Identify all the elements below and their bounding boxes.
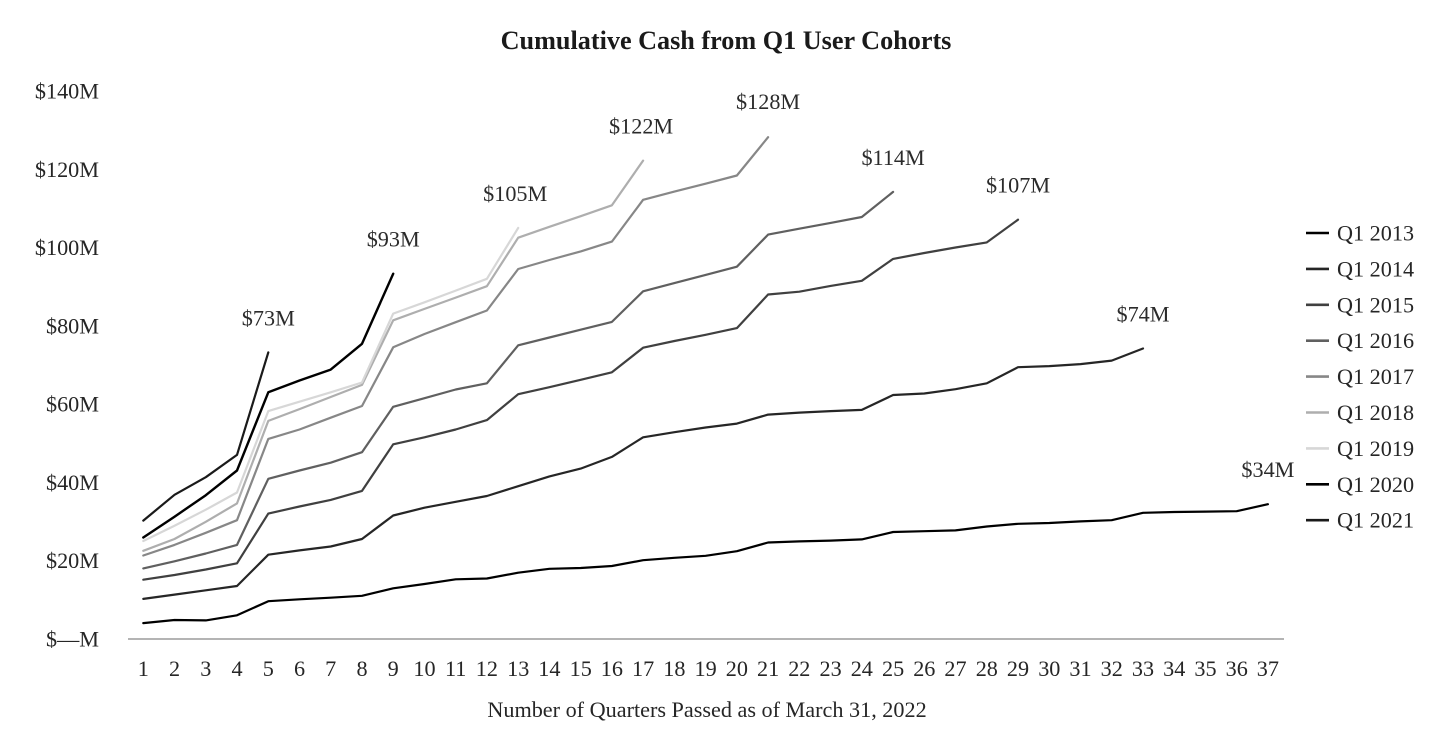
svg-text:17: 17 — [632, 656, 654, 681]
svg-text:Q1 2018: Q1 2018 — [1337, 400, 1414, 425]
svg-text:5: 5 — [263, 656, 274, 681]
svg-text:3: 3 — [200, 656, 211, 681]
svg-text:Q1 2020: Q1 2020 — [1337, 472, 1414, 497]
svg-text:$140M: $140M — [35, 79, 99, 104]
svg-text:27: 27 — [944, 656, 966, 681]
svg-text:11: 11 — [445, 656, 466, 681]
svg-text:6: 6 — [294, 656, 305, 681]
svg-text:10: 10 — [413, 656, 435, 681]
svg-text:7: 7 — [325, 656, 336, 681]
svg-text:$120M: $120M — [35, 157, 99, 182]
svg-text:4: 4 — [231, 656, 242, 681]
svg-text:22: 22 — [788, 656, 810, 681]
svg-text:Q1 2019: Q1 2019 — [1337, 436, 1414, 461]
svg-text:18: 18 — [663, 656, 685, 681]
svg-text:Number of Quarters Passed as o: Number of Quarters Passed as of March 31… — [487, 697, 926, 722]
svg-text:$34M: $34M — [1241, 457, 1294, 482]
svg-text:$60M: $60M — [46, 392, 99, 417]
svg-text:33: 33 — [1132, 656, 1154, 681]
svg-text:35: 35 — [1194, 656, 1216, 681]
svg-text:1: 1 — [138, 656, 149, 681]
svg-text:30: 30 — [1038, 656, 1060, 681]
svg-text:24: 24 — [851, 656, 873, 681]
svg-text:21: 21 — [757, 656, 779, 681]
svg-text:23: 23 — [820, 656, 842, 681]
svg-text:Q1 2014: Q1 2014 — [1337, 256, 1414, 281]
svg-text:34: 34 — [1163, 656, 1185, 681]
svg-text:Q1 2013: Q1 2013 — [1337, 221, 1414, 246]
svg-text:$—M: $—M — [46, 626, 99, 651]
svg-text:26: 26 — [913, 656, 935, 681]
svg-text:20: 20 — [726, 656, 748, 681]
svg-text:$100M: $100M — [35, 235, 99, 260]
svg-text:$80M: $80M — [46, 313, 99, 338]
svg-text:Q1 2015: Q1 2015 — [1337, 292, 1414, 317]
svg-text:29: 29 — [1007, 656, 1029, 681]
svg-text:9: 9 — [388, 656, 399, 681]
svg-text:$107M: $107M — [986, 173, 1050, 198]
svg-text:$73M: $73M — [242, 305, 295, 330]
svg-text:Q1 2017: Q1 2017 — [1337, 364, 1414, 389]
svg-text:12: 12 — [476, 656, 498, 681]
svg-text:$20M: $20M — [46, 548, 99, 573]
svg-text:13: 13 — [507, 656, 529, 681]
svg-text:$122M: $122M — [609, 114, 673, 139]
svg-text:$93M: $93M — [367, 227, 420, 252]
svg-text:32: 32 — [1101, 656, 1123, 681]
svg-text:15: 15 — [570, 656, 592, 681]
svg-text:37: 37 — [1257, 656, 1279, 681]
svg-text:36: 36 — [1226, 656, 1248, 681]
svg-text:16: 16 — [601, 656, 623, 681]
svg-text:31: 31 — [1069, 656, 1091, 681]
svg-text:$128M: $128M — [736, 89, 800, 114]
svg-text:14: 14 — [538, 656, 560, 681]
svg-text:$114M: $114M — [861, 145, 925, 170]
svg-text:28: 28 — [976, 656, 998, 681]
svg-text:Q1 2021: Q1 2021 — [1337, 508, 1414, 533]
svg-text:8: 8 — [356, 656, 367, 681]
svg-text:$74M: $74M — [1116, 302, 1169, 327]
svg-text:$40M: $40M — [46, 470, 99, 495]
svg-text:19: 19 — [695, 656, 717, 681]
svg-text:Q1 2016: Q1 2016 — [1337, 328, 1414, 353]
svg-text:$105M: $105M — [483, 181, 547, 206]
svg-text:2: 2 — [169, 656, 180, 681]
svg-text:25: 25 — [882, 656, 904, 681]
svg-text:Cumulative Cash from Q1 User C: Cumulative Cash from Q1 User Cohorts — [501, 26, 952, 55]
